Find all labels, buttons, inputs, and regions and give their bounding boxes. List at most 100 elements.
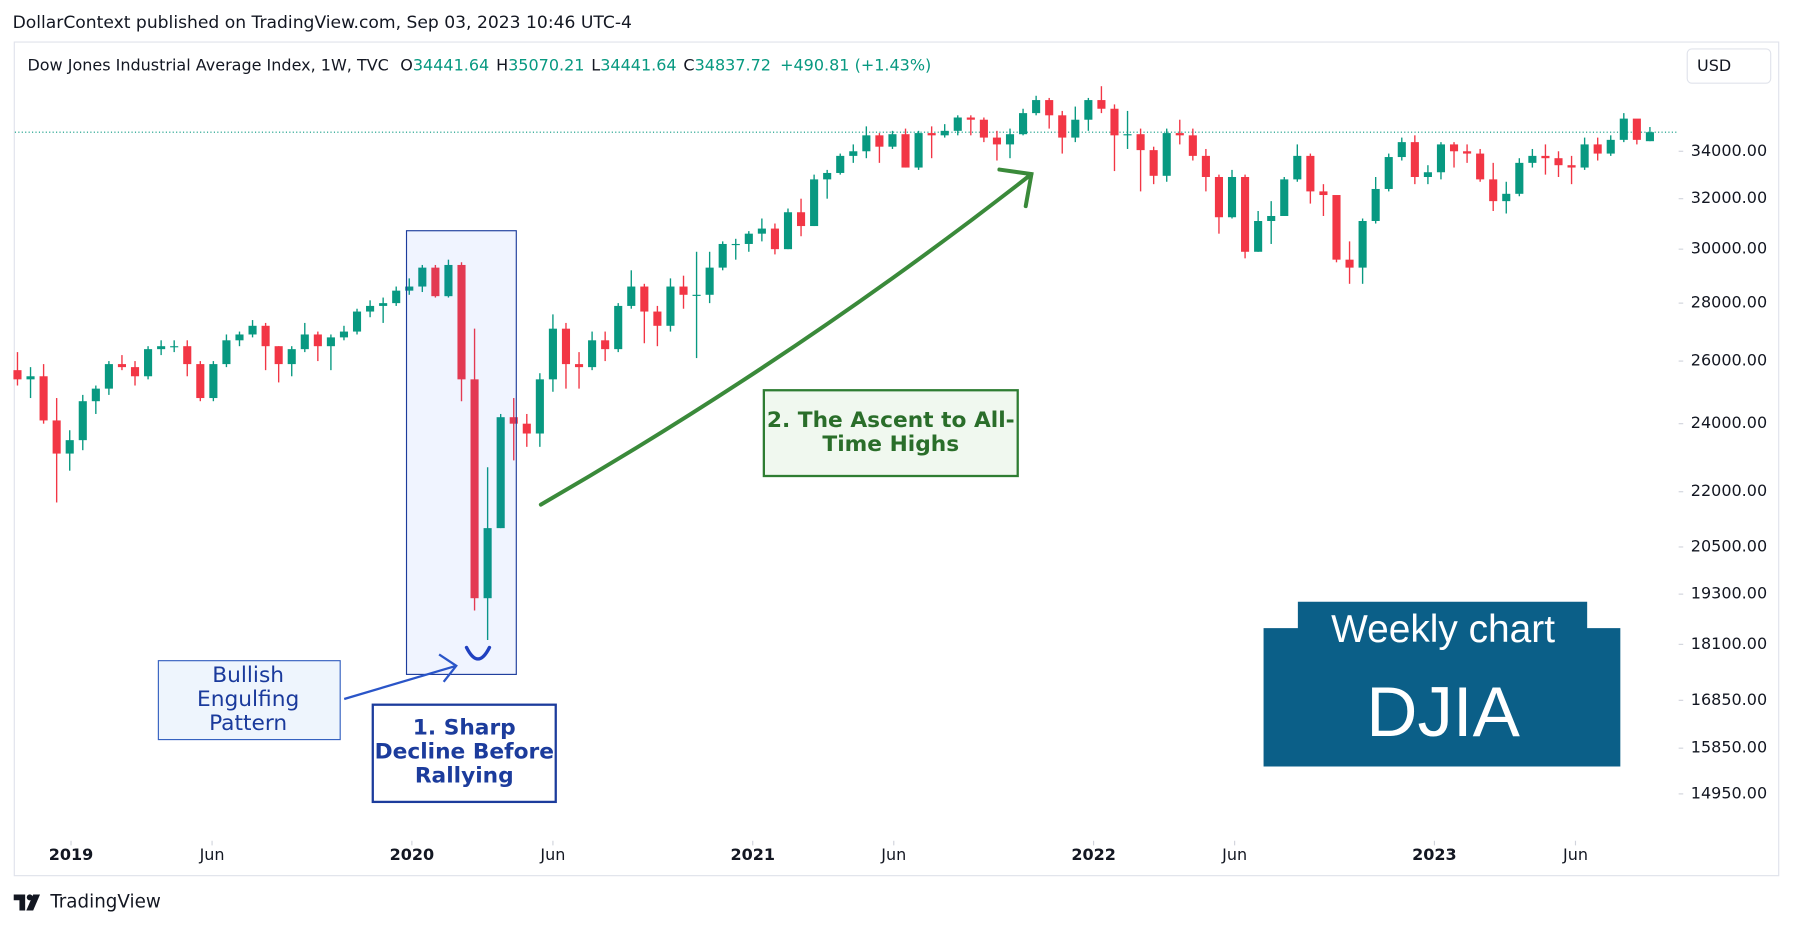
candle-body [783,212,793,250]
pattern-text: Bullish Engulfing Pattern [197,663,299,736]
candle-body [953,117,962,131]
ohlc-label: H [496,55,508,74]
candle-body [431,267,440,297]
candle-body [640,286,649,312]
candle-body [574,364,584,368]
candle-body [757,228,766,234]
candle-body [1306,155,1315,192]
candle-body [653,311,662,326]
decline-text: 1. Sharp Decline Before Rallying [375,716,554,789]
candle-body [823,172,832,180]
candle-body [1162,133,1171,176]
candle-body [235,334,244,341]
candle-body [1254,220,1263,252]
candle-body [1175,133,1184,136]
candle-body [379,303,388,306]
candle-body [287,349,296,365]
decline-box [371,703,557,804]
text-line: Decline Before [375,740,554,765]
candle-body [1293,155,1302,180]
candle-body [705,267,714,295]
candle-body [1528,155,1537,163]
candle-body [1345,259,1354,268]
y-tick-label: 22000.00 [1691,481,1767,500]
ohlc-label: O [400,55,413,74]
candle-body [770,228,779,250]
x-tick-label: Jun [539,845,565,864]
candle-body [91,388,100,402]
candle-body [65,440,74,454]
candle-body [1241,176,1250,252]
candle-body [26,376,35,380]
candle-body [797,212,806,227]
candle-body [1058,115,1067,138]
candle-body [1005,134,1015,145]
candle-body [483,528,492,599]
candle-body [914,133,923,168]
candle-body [862,135,871,152]
ascent-arrow [538,167,1034,507]
candle-body [366,305,375,312]
y-tick-label: 26000.00 [1691,351,1767,370]
candle-body [78,401,87,441]
candle-body [209,364,218,399]
ohlc-value: 34441.64 [413,55,489,74]
candle-body [1214,176,1224,218]
y-tick-label: 16850.00 [1691,690,1767,709]
candle-body [1045,100,1054,116]
y-tick-label: 28000.00 [1691,293,1767,312]
publisher: DollarContext published on TradingView.c… [13,13,632,33]
candle-body [901,134,910,168]
x-tick-label: 2019 [49,845,94,864]
candle-body [13,370,22,380]
candle-body [1201,155,1210,177]
candle-body [1136,134,1145,151]
candle-body [1645,132,1654,142]
y-tick-label: 32000.00 [1691,188,1767,207]
candle-body [1319,191,1328,196]
y-tick-label: 15850.00 [1691,738,1767,757]
candle-body [679,286,688,295]
candle-body [627,286,636,306]
badge-symbol: DJIA [1366,673,1520,752]
candle-body [183,346,192,365]
candle-body [692,294,701,296]
candle-body [274,346,283,365]
candle-body [1110,108,1119,136]
candle-body [1397,142,1406,158]
candle-body [849,151,858,156]
candle-body [1580,144,1589,168]
candle-body [104,364,113,389]
candle-body [509,417,518,424]
y-tick-label: 34000.00 [1691,141,1767,160]
candle-body [196,364,205,399]
currency[interactable]: USD [1697,56,1731,75]
candle-body [1606,139,1615,154]
candle-body [130,367,140,377]
ohlc-value: 35070.21 [508,55,584,74]
candle-body [875,135,884,147]
candle-body [561,328,571,365]
candle-body [1410,142,1419,177]
candle-body [1188,135,1197,156]
candle-body [1280,179,1289,216]
candle-body [836,155,845,173]
candle-body [614,305,623,350]
pattern-arrow [343,653,458,701]
candle-body [405,286,414,291]
currency-button[interactable] [1686,48,1772,84]
highlight-box [405,230,517,675]
candle-body [535,379,544,434]
candle-body [418,267,427,287]
candle-body [470,379,479,599]
candle-body [940,130,949,136]
candle-body [1567,165,1576,168]
candle-body [1123,134,1132,136]
candle-body [927,133,936,136]
ohlc-value: 34441.64 [600,55,676,74]
candle-body [392,290,401,304]
candle-body [1371,188,1380,221]
candle-body [1476,153,1485,180]
